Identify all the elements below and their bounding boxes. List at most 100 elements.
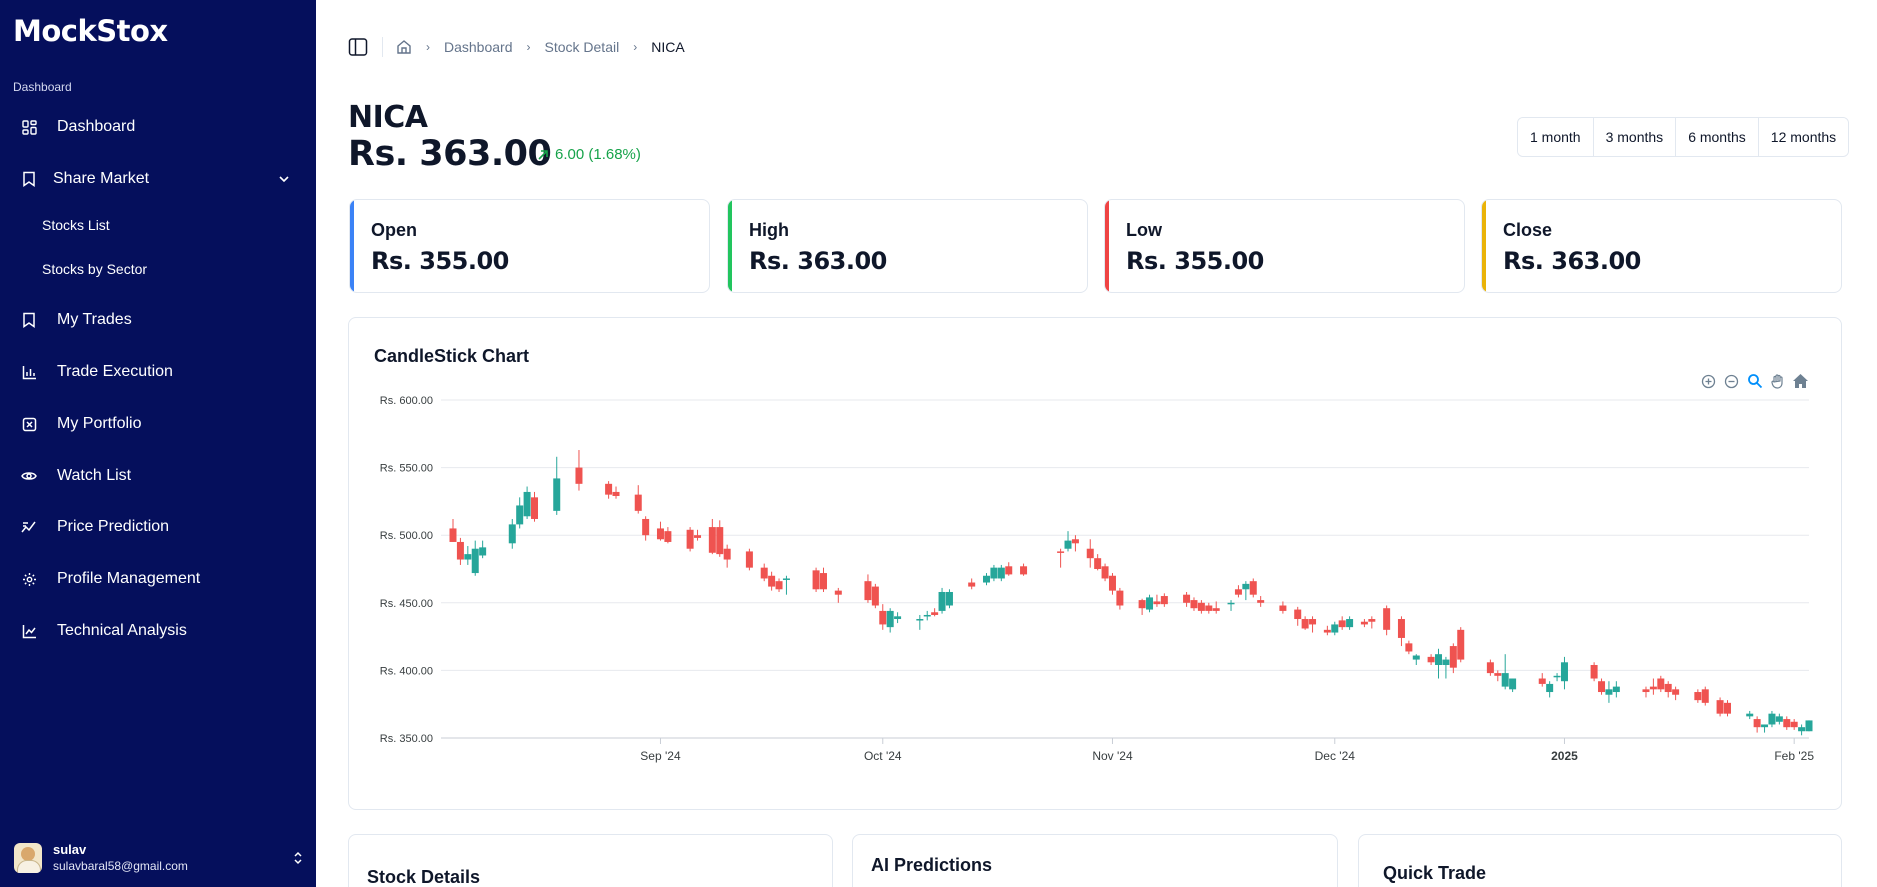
sidebar-toggle-icon[interactable]	[348, 37, 368, 57]
candle-body	[694, 535, 702, 538]
candle-body	[1242, 583, 1250, 590]
candle-body	[1212, 608, 1220, 611]
candle-body	[1553, 675, 1561, 678]
chart-title: CandleStick Chart	[374, 346, 530, 366]
candle-body	[1064, 540, 1072, 549]
candle-body	[1449, 646, 1457, 668]
divider	[382, 37, 383, 57]
candle-body	[1197, 602, 1205, 611]
zoom-selection-icon[interactable]	[1745, 372, 1764, 390]
bookmark-icon	[21, 312, 37, 328]
candle-body	[834, 590, 842, 595]
sidebar-item-label: Technical Analysis	[57, 622, 187, 639]
stat-card-open: Open Rs. 355.00	[349, 199, 710, 293]
card-title: AI Predictions	[871, 855, 993, 875]
stock-details-card: Stock Details	[348, 834, 833, 887]
candle-body	[1442, 659, 1450, 665]
sidebar-item-trade-execution[interactable]: Trade Execution	[0, 352, 316, 392]
candle-body	[1494, 673, 1502, 676]
candle-body	[1435, 654, 1443, 665]
candle-body	[1094, 558, 1102, 569]
zoom-in-icon[interactable]	[1699, 372, 1718, 390]
box-x-icon	[21, 416, 37, 432]
candle-body	[1768, 713, 1776, 725]
candle-body	[634, 494, 642, 511]
sidebar: MockStox Dashboard Dashboard Share Marke…	[0, 0, 316, 887]
range-1-month[interactable]: 1 month	[1518, 118, 1594, 156]
range-12-months[interactable]: 12 months	[1758, 118, 1849, 156]
sidebar-item-label: Watch List	[57, 467, 132, 484]
sidebar-subitem-stocks-list[interactable]: Stocks List	[42, 217, 110, 233]
sidebar-item-my-trades[interactable]: My Trades	[0, 300, 316, 340]
candle-body	[1397, 619, 1405, 638]
range-6-months[interactable]: 6 months	[1676, 118, 1759, 156]
candle-body	[968, 582, 976, 587]
candle-body	[894, 616, 902, 620]
candle-body	[1101, 566, 1109, 579]
candle-body	[479, 547, 487, 556]
candle-body	[760, 567, 768, 579]
x-tick-label: Dec '24	[1315, 749, 1356, 763]
x-tick-label: Oct '24	[864, 749, 902, 763]
candle-body	[916, 619, 924, 621]
candle-body	[664, 531, 672, 542]
candlestick-chart[interactable]: Rs. 600.00 Rs. 550.00 Rs. 500.00 Rs. 450.00…	[349, 318, 1843, 811]
user-menu[interactable]: sulav sulavbaral58@gmail.com	[14, 838, 304, 878]
stat-accent-bar	[1482, 200, 1486, 292]
candle-body	[1694, 692, 1702, 701]
candle-body	[768, 575, 776, 587]
home-icon[interactable]	[396, 39, 412, 55]
candle-body	[1249, 581, 1257, 595]
candle-body	[508, 524, 516, 544]
pan-hand-icon[interactable]	[1768, 372, 1787, 390]
stat-title: High	[749, 220, 789, 240]
sidebar-section-label: Dashboard	[13, 80, 72, 94]
brand-logo[interactable]: MockStox	[13, 14, 168, 48]
candle-body	[1642, 689, 1650, 693]
y-tick-label: Rs. 450.00	[380, 598, 433, 610]
range-3-months[interactable]: 3 months	[1593, 118, 1677, 156]
candle-body	[1160, 596, 1168, 605]
candle-body	[553, 478, 561, 511]
price-change-value: 6.00 (1.68%)	[555, 146, 641, 163]
candle-body	[1790, 721, 1798, 728]
sidebar-subitem-stocks-by-sector[interactable]: Stocks by Sector	[42, 261, 148, 277]
candle-body	[642, 518, 650, 536]
sidebar-item-my-portfolio[interactable]: My Portfolio	[0, 404, 316, 444]
candle-body	[1146, 597, 1154, 610]
candle-body	[819, 573, 827, 590]
quick-trade-card: Quick Trade	[1358, 834, 1842, 887]
candle-body	[1005, 566, 1013, 575]
candle-body	[1020, 566, 1028, 575]
zoom-out-icon[interactable]	[1722, 372, 1741, 390]
sidebar-item-share-market[interactable]: Share Market	[0, 159, 316, 199]
breadcrumb-stock-detail[interactable]: Stock Detail	[544, 39, 620, 55]
sidebar-item-price-prediction[interactable]: Price Prediction	[0, 507, 316, 547]
sidebar-item-dashboard[interactable]: Dashboard	[0, 107, 316, 147]
breadcrumb-dashboard[interactable]: Dashboard	[444, 39, 513, 55]
candle-body	[1716, 700, 1724, 714]
user-email: sulavbaral58@gmail.com	[53, 859, 188, 873]
sidebar-item-profile-management[interactable]: Profile Management	[0, 559, 316, 599]
candle-body	[1368, 619, 1376, 622]
arrow-up-right-icon	[538, 149, 548, 160]
sidebar-item-watch-list[interactable]: Watch List	[0, 456, 316, 496]
candle-body	[1457, 629, 1465, 660]
candle-body	[1086, 548, 1094, 559]
reset-home-icon[interactable]	[1791, 372, 1810, 390]
y-tick-label: Rs. 600.00	[380, 395, 433, 407]
candle-body	[1486, 662, 1494, 674]
eye-icon	[21, 468, 37, 484]
candle-body	[1783, 719, 1791, 728]
candle-body	[983, 575, 991, 583]
candle-body	[686, 529, 694, 549]
chevron-down-icon[interactable]	[278, 173, 290, 185]
stat-title: Low	[1126, 220, 1162, 240]
candle-body	[1427, 656, 1435, 663]
price-change: 6.00 (1.68%)	[537, 146, 641, 163]
candle-body	[1153, 601, 1161, 605]
candle-body	[886, 610, 894, 628]
sidebar-item-technical-analysis[interactable]: Technical Analysis	[0, 611, 316, 651]
candle-body	[871, 586, 879, 606]
x-tick-label: 2025	[1551, 749, 1578, 763]
